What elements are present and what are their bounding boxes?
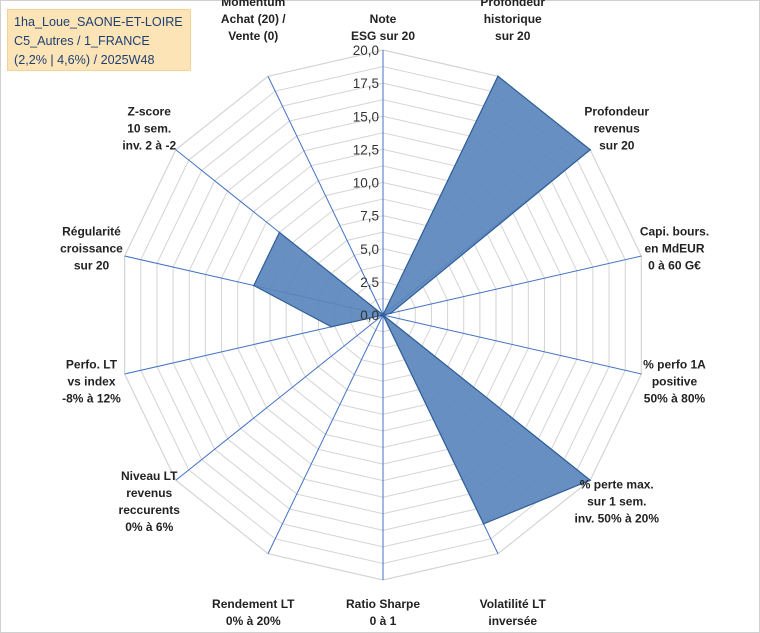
axis-label: Profondeur revenus sur 20 — [584, 105, 649, 153]
series-layer — [253, 75, 592, 525]
axis-label-line: Volatilité LT — [480, 597, 547, 611]
axis-label: Momentum Achat (20) / Vente (0) — [221, 0, 286, 43]
axis-label: Perfo. LT vs index -8% à 12% — [62, 358, 121, 406]
axis-label-line: sur 1 sem. — [587, 494, 646, 508]
tick-label: 15,0 — [353, 109, 379, 124]
axis-label-line: Momentum — [221, 0, 285, 9]
axis-label: Note ESG sur 20 — [351, 12, 415, 43]
axis-label: Rendement LT 0% à 20% — [212, 597, 295, 628]
data-point — [278, 231, 281, 234]
axis-label-line: Rendement LT — [212, 597, 295, 611]
axis-label-line: revenus — [126, 486, 172, 500]
data-point — [253, 284, 255, 287]
data-point — [389, 312, 392, 315]
axis-label-line: positive — [652, 375, 698, 389]
tick-label: 20,0 — [353, 43, 379, 58]
axis-label: Niveau LT revenus reccurents 0% à 6% — [119, 469, 181, 534]
tick-label: 0,0 — [360, 308, 379, 323]
axis-label-line: en MdEUR — [645, 241, 705, 255]
axis-label-line: % perte max. — [580, 477, 654, 491]
axis-label: Volatilité LT inversée 40% à 0% — [480, 597, 547, 633]
axis-label-line: revenus — [594, 122, 640, 136]
axis-label: % perte max. sur 1 sem. inv. 50% à 20% — [575, 477, 660, 525]
axis-spoke — [382, 255, 642, 316]
title-line-3: (2,2% | 4,6%) / 2025W48 — [14, 53, 155, 67]
axis-label-line: Note — [370, 12, 397, 26]
axis-label-line: inversée — [488, 614, 537, 628]
axis-label-line: sur 20 — [599, 139, 635, 153]
axis-spoke — [267, 314, 384, 554]
axis-label-line: sur 20 — [495, 29, 531, 43]
axis-spoke — [267, 76, 384, 316]
axis-label-line: Vente (0) — [228, 29, 278, 43]
axis-label-line: vs index — [67, 375, 115, 389]
data-point — [589, 148, 591, 151]
axis-label-line: % perfo 1A — [643, 358, 706, 372]
axis-label-line: 0 à 60 G€ — [648, 258, 701, 272]
axis-label-line: 40% à 0% — [485, 631, 540, 633]
axis-label-line: inv. 2 à -2 — [122, 139, 176, 153]
axis-label-line: croissance — [60, 241, 123, 255]
axis-label-line: Ratio Sharpe — [346, 597, 420, 611]
axis-label-line: Capi. bours. — [640, 224, 709, 238]
title-line-1: 1ha_Loue_SAONE-ET-LOIRE — [14, 15, 183, 29]
tick-label: 10,0 — [353, 176, 379, 191]
axis-label-line: Régularité — [62, 224, 121, 238]
tick-label: 7,5 — [360, 209, 379, 224]
axis-label: Z-score 10 sem. inv. 2 à -2 — [122, 105, 176, 153]
axis-label-line: 0% à 20% — [226, 614, 281, 628]
axis-label-line: Perfo. LT — [66, 358, 118, 372]
axis-label-line: sur 20 — [74, 258, 110, 272]
axis-label-line: Achat (20) / — [221, 12, 286, 26]
axis-label: Ratio Sharpe 0 à 1 — [346, 597, 420, 628]
axis-label-line: 0 à 1 — [370, 614, 397, 628]
axis-label: Capi. bours. en MdEUR 0 à 60 G€ — [640, 224, 709, 272]
axis-label: % perfo 1A positive 50% à 80% — [643, 358, 706, 406]
axis-label-line: -8% à 12% — [62, 392, 121, 406]
label-layer: Note ESG sur 20 Profondeur historique sur 20… — [60, 0, 709, 633]
axis-label-line: Profondeur — [584, 105, 649, 119]
axis-label-line: reccurents — [119, 503, 181, 517]
axis-label-line: ESG sur 20 — [351, 29, 415, 43]
axis-label-line: inv. 50% à 20% — [575, 511, 660, 525]
data-point — [482, 523, 485, 525]
tick-label: 5,0 — [360, 242, 379, 257]
axis-label-line: 0% à 6% — [125, 520, 173, 534]
data-point — [589, 479, 591, 482]
axis-label-line: Profondeur — [480, 0, 545, 9]
data-point — [382, 314, 384, 316]
title-line-2: C5_Autres / 1_FRANCE — [14, 34, 150, 48]
axis-label-line: 50% à 80% — [644, 392, 706, 406]
axis-label-line: Niveau LT — [121, 469, 178, 483]
tick-label: 12,5 — [353, 142, 379, 157]
axis-label-line: historique — [484, 12, 542, 26]
axis-label: Régularité croissance sur 20 — [60, 224, 123, 272]
axis-spoke — [382, 314, 642, 375]
axis-label-line: Z-score — [128, 105, 172, 119]
data-point — [330, 325, 333, 328]
axis-label: Profondeur historique sur 20 — [480, 0, 545, 43]
data-point — [497, 75, 499, 78]
axis-label-line: 10 sem. — [127, 122, 171, 136]
axis-spoke — [175, 314, 384, 481]
chart-title-box: 1ha_Loue_SAONE-ET-LOIRE C5_Autres / 1_FR… — [7, 9, 191, 71]
tick-layer: 0,0 2,5 5,0 7,5 10,0 12,5 15,0 17,5 20,0 — [353, 43, 379, 323]
tick-label: 2,5 — [360, 275, 379, 290]
series-area — [253, 75, 592, 525]
tick-label: 17,5 — [353, 76, 379, 91]
